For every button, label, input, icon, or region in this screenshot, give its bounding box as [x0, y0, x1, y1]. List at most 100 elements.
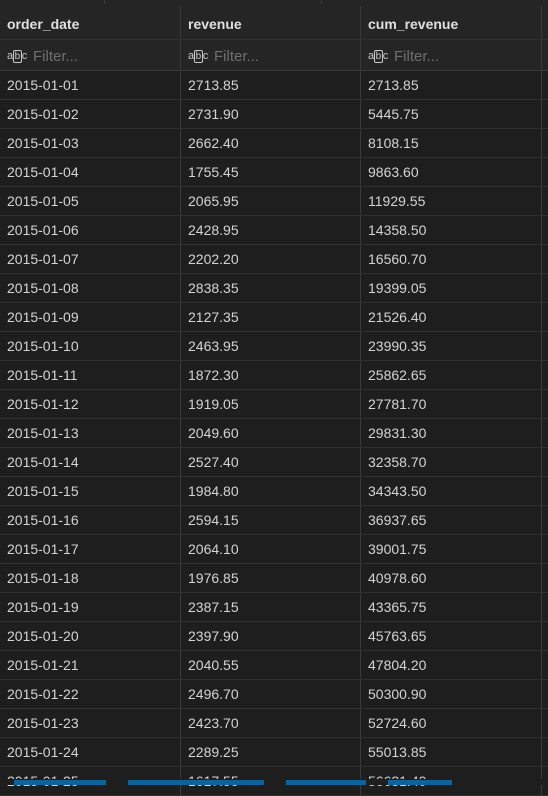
filter-input-cum-revenue[interactable]	[394, 47, 534, 65]
column-header-revenue[interactable]: revenue	[181, 6, 361, 39]
table-row[interactable]: 2015-01-14 2527.40 32358.70	[0, 448, 548, 477]
cell-order-date: 2015-01-17	[0, 535, 181, 563]
cell-order-date: 2015-01-16	[0, 506, 181, 534]
table-row[interactable]: 2015-01-05 2065.95 11929.55	[0, 187, 548, 216]
table-row[interactable]: 2015-01-24 2289.25 55013.85	[0, 738, 548, 767]
row-filler	[542, 303, 548, 331]
table-row[interactable]: 2015-01-23 2423.70 52724.60	[0, 709, 548, 738]
cell-cum-revenue: 29831.30	[361, 419, 542, 447]
cell-revenue: 2428.95	[181, 216, 361, 244]
cell-revenue: 2527.40	[181, 448, 361, 476]
cell-order-date: 2015-01-20	[0, 622, 181, 650]
bottom-action-button[interactable]	[128, 780, 264, 785]
cell-cum-revenue: 16560.70	[361, 245, 542, 273]
cell-cum-revenue: 32358.70	[361, 448, 542, 476]
cell-cum-revenue: 45763.65	[361, 622, 542, 650]
cell-cum-revenue: 43365.75	[361, 593, 542, 621]
table-row[interactable]: 2015-01-18 1976.85 40978.60	[0, 564, 548, 593]
cell-order-date: 2015-01-10	[0, 332, 181, 360]
row-filler	[542, 129, 548, 157]
table-row[interactable]: 2015-01-21 2040.55 47804.20	[0, 651, 548, 680]
row-filler	[542, 187, 548, 215]
table-row[interactable]: 2015-01-17 2064.10 39001.75	[0, 535, 548, 564]
cell-revenue: 2397.90	[181, 622, 361, 650]
cell-cum-revenue: 5445.75	[361, 100, 542, 128]
table-row[interactable]: 2015-01-07 2202.20 16560.70	[0, 245, 548, 274]
row-filler	[542, 100, 548, 128]
filter-input-revenue[interactable]	[214, 47, 354, 65]
cell-order-date: 2015-01-22	[0, 680, 181, 708]
cell-cum-revenue: 55013.85	[361, 738, 542, 766]
row-filler	[542, 593, 548, 621]
table-body: 2015-01-01 2713.85 2713.85 2015-01-02 2731.…	[0, 71, 548, 796]
table-row[interactable]: 2015-01-16 2594.15 36937.65	[0, 506, 548, 535]
cell-order-date: 2015-01-02	[0, 100, 181, 128]
table-row[interactable]: 2015-01-22 2496.70 50300.90	[0, 680, 548, 709]
cell-order-date: 2015-01-08	[0, 274, 181, 302]
cell-revenue: 2594.15	[181, 506, 361, 534]
table-row[interactable]: 2015-01-03 2662.40 8108.15	[0, 129, 548, 158]
cell-revenue: 2289.25	[181, 738, 361, 766]
cell-order-date: 2015-01-04	[0, 158, 181, 186]
bottom-action-button[interactable]	[286, 780, 366, 785]
cell-revenue: 2065.95	[181, 187, 361, 215]
cell-order-date: 2015-01-01	[0, 71, 181, 99]
cell-cum-revenue: 34343.50	[361, 477, 542, 505]
row-filler	[542, 506, 548, 534]
cell-revenue: 2662.40	[181, 129, 361, 157]
row-filler	[542, 564, 548, 592]
cell-revenue: 2838.35	[181, 274, 361, 302]
cell-cum-revenue: 36937.65	[361, 506, 542, 534]
bottom-action-bar	[0, 779, 548, 785]
cell-order-date: 2015-01-13	[0, 419, 181, 447]
cell-order-date: 2015-01-03	[0, 129, 181, 157]
filter-input-order-date[interactable]	[33, 47, 173, 65]
table-row[interactable]: 2015-01-12 1919.05 27781.70	[0, 390, 548, 419]
table-row[interactable]: 2015-01-09 2127.35 21526.40	[0, 303, 548, 332]
cell-revenue: 2127.35	[181, 303, 361, 331]
bottom-action-button[interactable]	[14, 780, 106, 785]
bottom-action-button[interactable]	[388, 780, 452, 785]
cell-cum-revenue: 40978.60	[361, 564, 542, 592]
cell-order-date: 2015-01-07	[0, 245, 181, 273]
cell-cum-revenue: 47804.20	[361, 651, 542, 679]
column-header-cum-revenue[interactable]: cum_revenue	[361, 6, 542, 39]
table-row[interactable]: 2015-01-01 2713.85 2713.85	[0, 71, 548, 100]
cell-revenue: 2202.20	[181, 245, 361, 273]
cell-revenue: 2387.15	[181, 593, 361, 621]
cell-order-date: 2015-01-09	[0, 303, 181, 331]
cell-revenue: 1984.80	[181, 477, 361, 505]
cell-revenue: 2463.95	[181, 332, 361, 360]
row-filler	[542, 158, 548, 186]
table-row[interactable]: 2015-01-06 2428.95 14358.50	[0, 216, 548, 245]
cell-cum-revenue: 11929.55	[361, 187, 542, 215]
cell-cum-revenue: 39001.75	[361, 535, 542, 563]
table-row[interactable]: 2015-01-13 2049.60 29831.30	[0, 419, 548, 448]
filter-row: abc abc abc	[0, 40, 548, 71]
table-row[interactable]: 2015-01-19 2387.15 43365.75	[0, 593, 548, 622]
table-row[interactable]: 2015-01-11 1872.30 25862.65	[0, 361, 548, 390]
row-filler	[542, 709, 548, 737]
cell-revenue: 1872.30	[181, 361, 361, 389]
row-filler	[542, 738, 548, 766]
cell-cum-revenue: 27781.70	[361, 390, 542, 418]
cell-cum-revenue: 9863.60	[361, 158, 542, 186]
cell-order-date: 2015-01-11	[0, 361, 181, 389]
table-row[interactable]: 2015-01-08 2838.35 19399.05	[0, 274, 548, 303]
cell-cum-revenue: 21526.40	[361, 303, 542, 331]
cell-order-date: 2015-01-15	[0, 477, 181, 505]
table-row[interactable]: 2015-01-15 1984.80 34343.50	[0, 477, 548, 506]
table-row[interactable]: 2015-01-20 2397.90 45763.65	[0, 622, 548, 651]
filter-filler	[542, 40, 548, 70]
row-filler	[542, 477, 548, 505]
cell-revenue: 2731.90	[181, 100, 361, 128]
table-row[interactable]: 2015-01-04 1755.45 9863.60	[0, 158, 548, 187]
column-header-order-date[interactable]: order_date	[0, 6, 181, 39]
table-row[interactable]: 2015-01-10 2463.95 23990.35	[0, 332, 548, 361]
table-row[interactable]: 2015-01-02 2731.90 5445.75	[0, 100, 548, 129]
row-filler	[542, 651, 548, 679]
cell-cum-revenue: 23990.35	[361, 332, 542, 360]
